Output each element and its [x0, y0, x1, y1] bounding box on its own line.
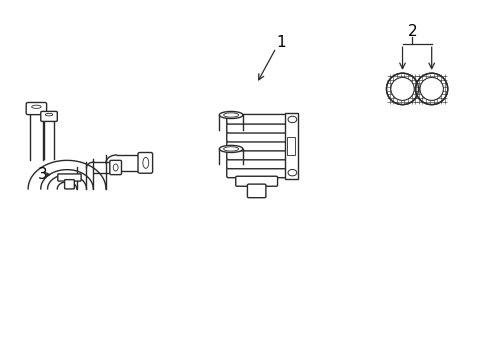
FancyBboxPatch shape [26, 103, 46, 114]
FancyBboxPatch shape [226, 132, 286, 142]
Ellipse shape [219, 112, 243, 118]
FancyBboxPatch shape [226, 123, 286, 133]
FancyBboxPatch shape [58, 174, 81, 181]
Ellipse shape [113, 164, 118, 171]
FancyBboxPatch shape [226, 114, 286, 124]
Ellipse shape [419, 77, 443, 100]
Ellipse shape [386, 73, 418, 105]
Ellipse shape [415, 73, 447, 105]
Ellipse shape [390, 77, 413, 100]
FancyBboxPatch shape [226, 150, 286, 160]
Text: 2: 2 [407, 24, 416, 39]
FancyBboxPatch shape [226, 159, 286, 169]
Ellipse shape [32, 105, 41, 108]
FancyBboxPatch shape [226, 168, 286, 178]
Ellipse shape [390, 77, 413, 100]
Ellipse shape [223, 147, 238, 151]
Text: 3: 3 [38, 167, 47, 182]
Ellipse shape [223, 113, 238, 117]
FancyBboxPatch shape [41, 111, 57, 121]
Circle shape [287, 170, 296, 176]
Ellipse shape [419, 77, 443, 100]
Ellipse shape [142, 157, 148, 168]
FancyBboxPatch shape [247, 184, 265, 198]
FancyBboxPatch shape [110, 160, 121, 175]
FancyBboxPatch shape [138, 153, 152, 173]
Ellipse shape [45, 113, 53, 116]
Ellipse shape [219, 145, 243, 152]
FancyBboxPatch shape [64, 180, 74, 189]
FancyBboxPatch shape [226, 141, 286, 151]
Circle shape [287, 116, 296, 123]
Text: 1: 1 [276, 35, 285, 50]
Bar [286, 137, 295, 155]
Bar [284, 113, 298, 179]
FancyBboxPatch shape [235, 176, 277, 186]
